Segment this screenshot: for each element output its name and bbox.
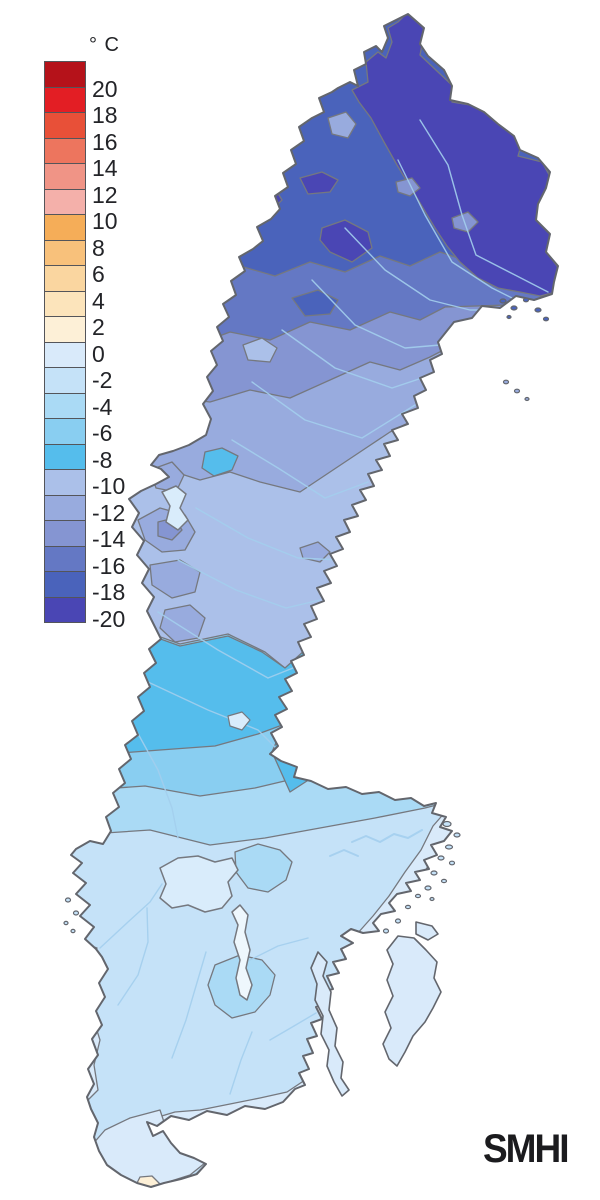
lulea-islets bbox=[499, 297, 550, 322]
sweden-outline bbox=[70, 13, 559, 1188]
zone-minus6-to-minus4-patch bbox=[234, 843, 293, 893]
legend-tick-label: -10 bbox=[92, 473, 126, 499]
legend-cell bbox=[44, 86, 86, 113]
legend-tick-label: 16 bbox=[92, 128, 118, 155]
legend-cell bbox=[44, 341, 86, 368]
legend-unit-label: ° C bbox=[89, 34, 120, 56]
legend-cell bbox=[44, 443, 86, 470]
island-gotland bbox=[382, 935, 442, 1067]
legend-tick-label: 0 bbox=[92, 340, 105, 367]
lake-storsjon bbox=[161, 485, 189, 531]
legend-cell bbox=[44, 596, 86, 623]
island-faro bbox=[415, 921, 439, 941]
legend-tick-label: -4 bbox=[92, 393, 113, 420]
legend-cell bbox=[44, 367, 86, 394]
umea-islets bbox=[502, 379, 530, 402]
legend-tick-label: 8 bbox=[92, 234, 105, 261]
zone-minus14-to-minus12-patch bbox=[327, 111, 357, 139]
legend-cell bbox=[44, 137, 86, 164]
legend-cell bbox=[44, 418, 86, 445]
lake-siljan bbox=[227, 711, 251, 731]
legend-tick-label: 12 bbox=[92, 181, 118, 208]
legend-tick-label: 4 bbox=[92, 287, 105, 314]
island-oland bbox=[310, 951, 350, 1097]
zone-minus20-to-minus18-patch bbox=[291, 289, 339, 317]
lake-vanern bbox=[159, 855, 239, 913]
zone-minus14-to-minus12-patch bbox=[149, 559, 201, 599]
legend-cell bbox=[44, 163, 86, 190]
legend-tick-labels: 20 18 16 14 12 10 8 6 4 2 0 -2 -4 -6 -8 -10 -12 -14 -16 -18… bbox=[92, 62, 152, 672]
zone-below-minus20-patch bbox=[299, 171, 339, 195]
legend-tick-label: 14 bbox=[92, 155, 118, 181]
legend-tick-label: -6 bbox=[92, 420, 113, 446]
legend-cell bbox=[44, 61, 86, 88]
zone-minus14-to-minus12-patch bbox=[299, 541, 331, 563]
zone-minus2-to-0-westcoast bbox=[75, 944, 101, 1101]
legend-cell bbox=[44, 316, 86, 343]
legend-tick-label: -12 bbox=[92, 499, 126, 526]
legend-cell bbox=[44, 545, 86, 572]
rivers bbox=[99, 119, 549, 1095]
zone-below-minus20-patch bbox=[319, 219, 373, 263]
lakes bbox=[159, 485, 253, 1001]
legend-tick-label: 20 bbox=[92, 75, 118, 102]
legend-cell bbox=[44, 494, 86, 521]
legend-tick-label: 6 bbox=[92, 261, 105, 287]
legend-tick-label: -8 bbox=[92, 446, 113, 473]
legend-cell bbox=[44, 188, 86, 215]
islands bbox=[63, 297, 550, 1097]
legend-tick-label: 10 bbox=[92, 208, 118, 234]
legend-tick-label: -18 bbox=[92, 579, 126, 605]
legend-cell bbox=[44, 392, 86, 419]
stockholm-archipelago bbox=[382, 820, 461, 934]
legend-cell bbox=[44, 571, 86, 598]
legend-cell bbox=[44, 214, 86, 241]
smhi-logo: SMHI bbox=[483, 1126, 569, 1171]
legend-cell bbox=[44, 290, 86, 317]
lake-vattern bbox=[231, 904, 253, 1001]
zone-minus12-to-minus10-patch bbox=[242, 337, 278, 363]
legend-cell bbox=[44, 112, 86, 139]
legend-cell bbox=[44, 520, 86, 547]
legend-tick-label: -16 bbox=[92, 552, 126, 579]
lake-malaren bbox=[351, 829, 423, 843]
legend-tick-label: -20 bbox=[92, 605, 126, 632]
legend-tick-label: 18 bbox=[92, 102, 118, 128]
legend-cell bbox=[44, 239, 86, 266]
legend-cell bbox=[44, 265, 86, 292]
legend-tick-label: -14 bbox=[92, 526, 126, 552]
legend-tick-label: 2 bbox=[92, 314, 105, 340]
zone-minus10-to-minus8-patch bbox=[201, 447, 239, 477]
legend-tick-label: -2 bbox=[92, 367, 113, 393]
lake-hjalmaren bbox=[329, 849, 359, 857]
legend-color-scale bbox=[44, 61, 86, 623]
bohuslan-islets bbox=[63, 897, 80, 934]
legend-cell bbox=[44, 469, 86, 496]
